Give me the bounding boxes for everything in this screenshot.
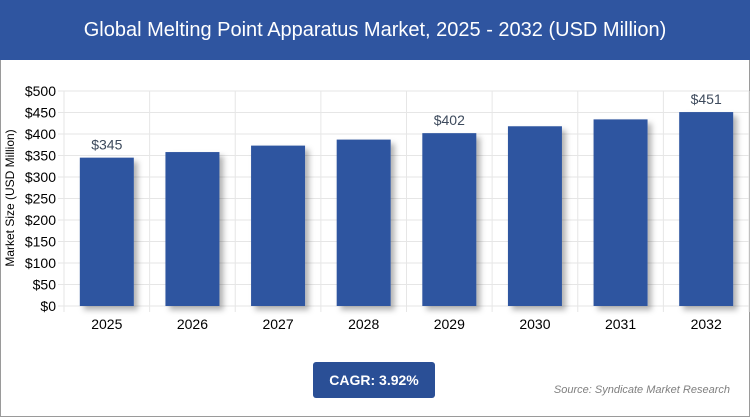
bar-2028 — [336, 139, 391, 306]
chart-title: Global Melting Point Apparatus Market, 2… — [0, 0, 750, 60]
x-tick-label: 2025 — [91, 316, 122, 332]
y-tick-label: $100 — [25, 255, 56, 271]
data-label: $345 — [91, 137, 122, 153]
x-tick-label: 2029 — [434, 316, 465, 332]
x-tick-label: 2027 — [262, 316, 293, 332]
bar-2027 — [251, 145, 306, 306]
x-tick-label: 2031 — [605, 316, 636, 332]
y-tick-label: $450 — [25, 105, 56, 121]
cagr-badge: CAGR: 3.92% — [313, 362, 435, 398]
y-tick-label: $50 — [33, 277, 57, 293]
bar-2029 — [422, 133, 477, 306]
source-note: Source: Syndicate Market Research — [553, 384, 730, 396]
bar-2030 — [507, 126, 562, 306]
data-label: $402 — [434, 112, 465, 128]
y-axis-label: Market Size (USD Million) — [3, 129, 17, 266]
y-tick-label: $400 — [25, 126, 56, 142]
bar-2032 — [679, 112, 734, 306]
data-label: $451 — [691, 91, 722, 107]
bar-2025 — [79, 157, 134, 306]
x-tick-label: 2028 — [348, 316, 379, 332]
x-tick-label: 2026 — [177, 316, 208, 332]
y-tick-label: $0 — [40, 298, 56, 314]
y-tick-label: $350 — [25, 148, 56, 164]
x-tick-label: 2032 — [691, 316, 722, 332]
bar-2026 — [165, 152, 220, 306]
y-tick-label: $300 — [25, 169, 56, 185]
y-tick-label: $150 — [25, 234, 56, 250]
y-tick-label: $500 — [25, 83, 56, 99]
x-tick-label: 2030 — [519, 316, 550, 332]
bar-2031 — [593, 119, 648, 306]
y-tick-label: $200 — [25, 212, 56, 228]
y-tick-label: $250 — [25, 191, 56, 207]
